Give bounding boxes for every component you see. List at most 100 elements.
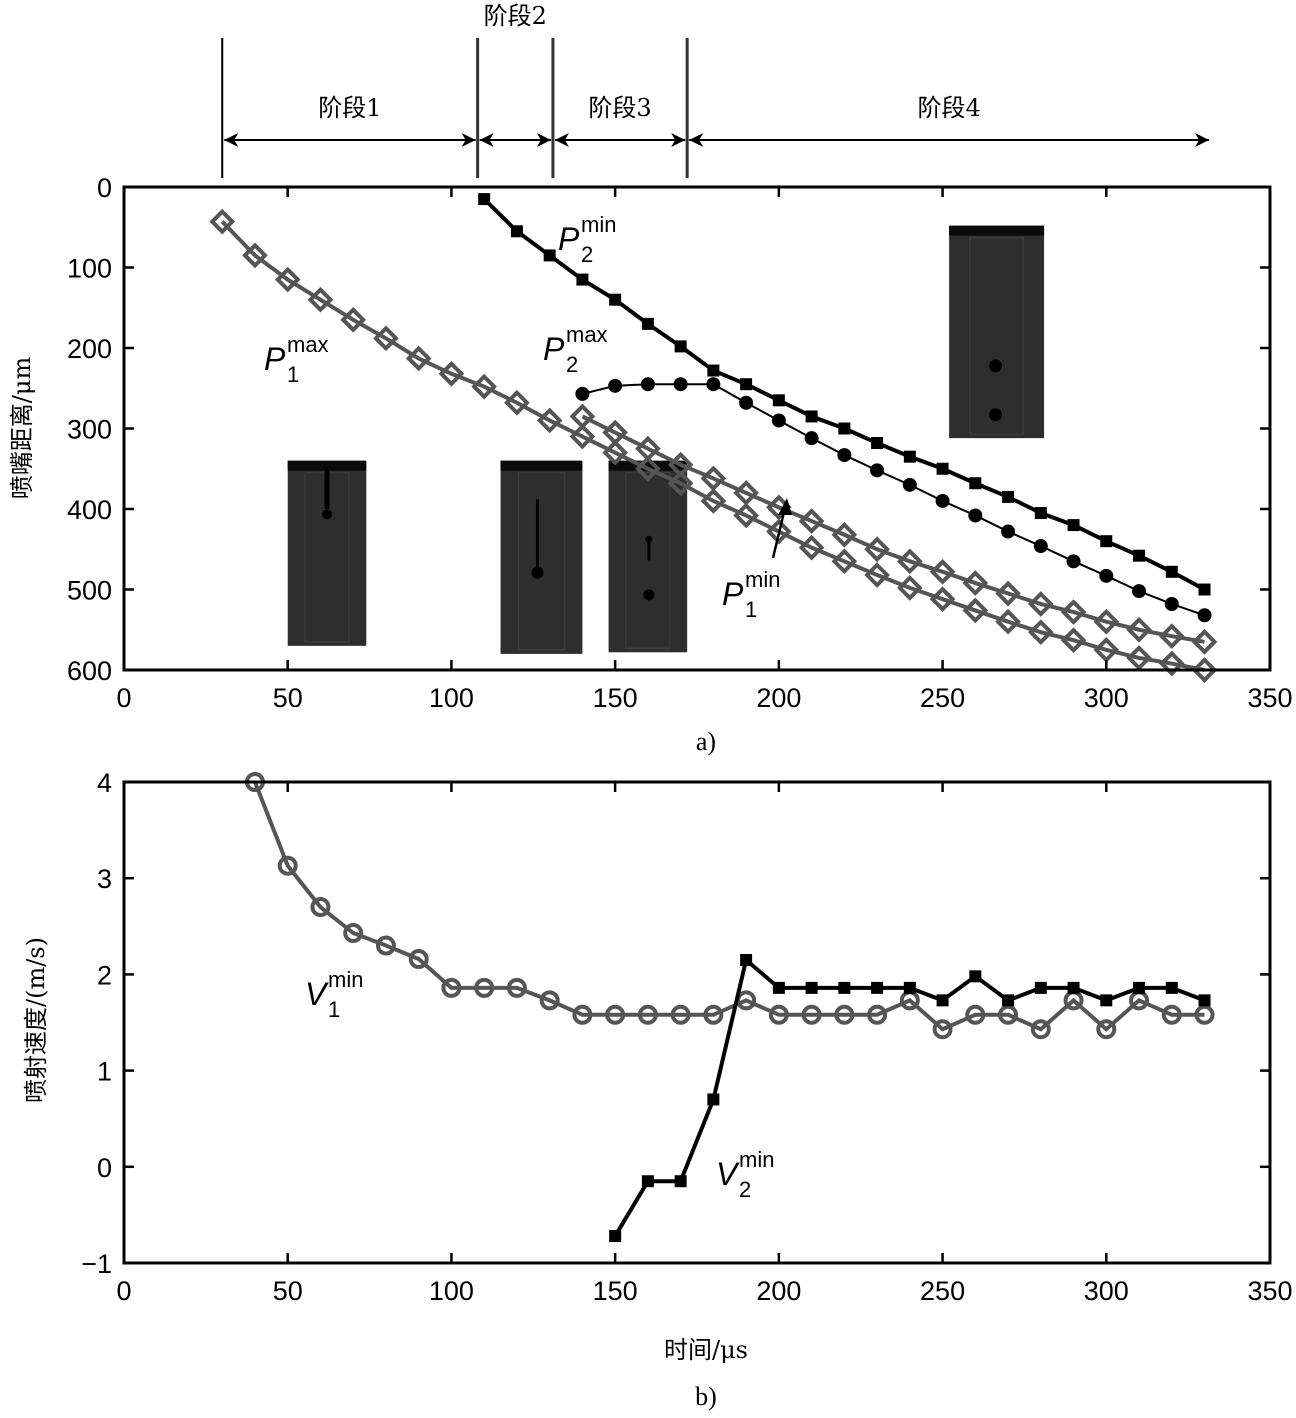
data-point <box>837 448 852 463</box>
data-point <box>1100 535 1113 548</box>
x-tick-label: 250 <box>920 683 965 713</box>
data-point <box>543 249 556 262</box>
data-point <box>739 395 754 410</box>
arrowhead-right-icon <box>671 133 686 147</box>
satellite-droplet <box>645 535 653 543</box>
data-point <box>209 208 236 235</box>
inset-channel <box>517 471 566 651</box>
annotation-symbol: V <box>716 1156 740 1192</box>
data-point <box>478 193 491 206</box>
nozzle-plate <box>949 225 1045 236</box>
arrowhead-left-icon <box>554 133 569 147</box>
data-point <box>798 534 825 561</box>
data-point <box>1132 584 1147 599</box>
stage-label: 阶段3 <box>588 94 651 122</box>
data-point <box>674 340 687 353</box>
arrowhead-left-icon <box>224 133 239 147</box>
data-point <box>1161 1004 1182 1025</box>
stage-arrow-1: 阶段1 <box>224 94 476 147</box>
annotation-superscript: max <box>287 332 329 357</box>
y-tick-label: 200 <box>67 334 112 364</box>
x-tick-label: 350 <box>1247 683 1292 713</box>
data-point <box>1133 549 1146 562</box>
data-point <box>831 548 858 575</box>
data-point <box>667 470 694 497</box>
data-point <box>733 502 759 529</box>
data-point <box>1002 994 1015 1007</box>
data-point <box>838 422 851 435</box>
data-point <box>1093 637 1120 663</box>
data-point <box>969 477 982 490</box>
x-tick-label: 300 <box>1084 1276 1129 1306</box>
annotation-superscript: min <box>745 567 780 592</box>
data-point <box>1027 619 1054 645</box>
data-point <box>707 364 720 377</box>
annotation-symbol: P <box>264 341 286 377</box>
arrowhead-right-icon <box>536 133 551 147</box>
panel-caption: a) <box>696 727 716 756</box>
series-v2min <box>609 953 1211 1243</box>
y-tick-label: 2 <box>97 960 112 990</box>
data-point <box>635 435 661 462</box>
data-point <box>274 266 301 293</box>
data-point <box>733 480 759 506</box>
data-point <box>1034 507 1047 520</box>
stage-arrow-2: 阶段2 <box>479 2 551 147</box>
y-tick-label: −1 <box>81 1249 112 1279</box>
x-tick-label: 0 <box>116 683 131 713</box>
data-point <box>766 518 792 545</box>
data-point <box>1060 627 1087 654</box>
y-tick-label: 400 <box>67 495 112 525</box>
annotation-subscript: 1 <box>745 597 757 622</box>
data-point <box>1034 981 1047 994</box>
data-point <box>375 935 396 956</box>
panel-caption: b) <box>695 1382 717 1411</box>
data-point <box>871 436 884 449</box>
data-point <box>929 558 956 585</box>
data-point <box>798 508 825 534</box>
arrow-p1min <box>771 498 792 559</box>
data-point <box>929 586 956 612</box>
y-tick-label: 4 <box>97 768 112 798</box>
y-tick-label: 100 <box>67 254 112 284</box>
droplet <box>322 509 333 520</box>
series-line <box>220 220 1205 672</box>
data-point <box>965 1004 986 1025</box>
y-tick-label: 3 <box>97 864 112 894</box>
data-point <box>864 562 890 588</box>
data-point <box>635 455 661 482</box>
annotation-symbol: P <box>722 576 744 612</box>
data-point <box>608 378 623 393</box>
droplet <box>643 589 655 601</box>
data-point <box>572 1004 593 1025</box>
annotation-symbol: V <box>305 976 329 1012</box>
data-point <box>1191 657 1218 683</box>
data-point <box>438 360 465 387</box>
data-point <box>1194 1004 1215 1025</box>
data-point <box>637 1004 658 1025</box>
x-tick-label: 150 <box>593 683 638 713</box>
data-point <box>772 981 785 994</box>
x-tick-label: 100 <box>429 683 474 713</box>
annotation-superscript: min <box>739 1147 774 1172</box>
data-point <box>1197 608 1212 623</box>
x-tick-label: 200 <box>756 683 801 713</box>
data-point <box>707 1093 720 1106</box>
data-point <box>805 981 818 994</box>
data-point <box>539 990 560 1011</box>
annotation-subscript: 2 <box>581 242 593 267</box>
data-point <box>310 897 331 918</box>
data-point <box>474 977 495 998</box>
stage-header: 阶段1 阶段2 阶段3 阶段4 <box>221 2 1210 178</box>
data-point <box>935 493 950 508</box>
data-point <box>1198 994 1211 1007</box>
data-point <box>867 1004 888 1025</box>
axis-ticks: 0 50 100 150 200 250 300 350 0 100 200 300 400 500 600 <box>67 173 1293 713</box>
data-point <box>575 386 590 401</box>
nozzle-plate <box>500 460 583 471</box>
data-point <box>768 1004 789 1025</box>
